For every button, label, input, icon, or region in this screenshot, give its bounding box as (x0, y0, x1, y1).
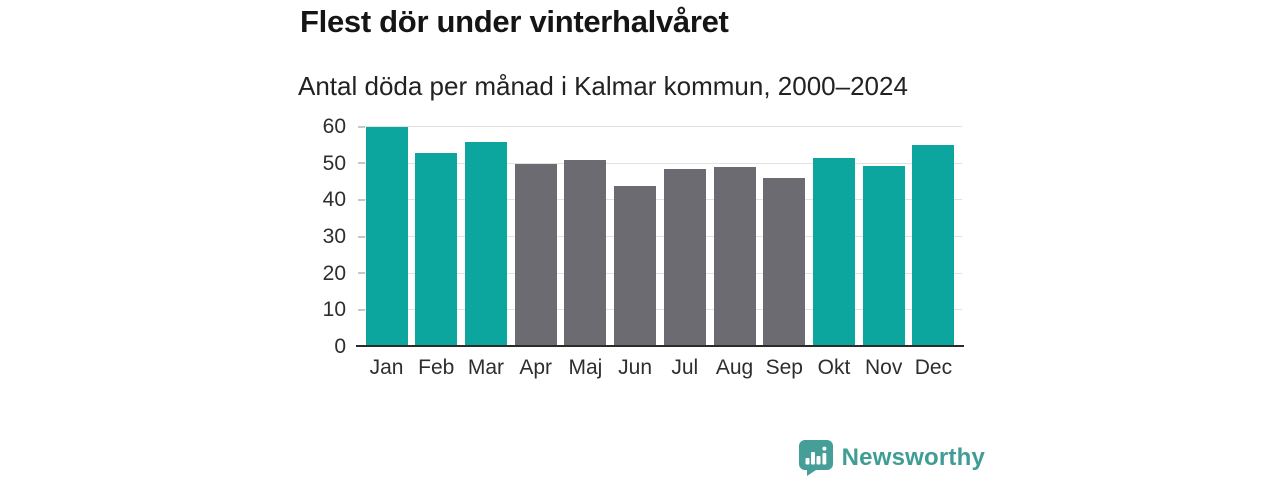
x-label-jul: Jul (671, 356, 699, 379)
bar-sep (763, 178, 806, 347)
y-tick-60 (358, 125, 365, 128)
chart-title: Flest dör under vinterhalvåret (300, 4, 729, 39)
y-tick-40 (358, 198, 365, 201)
x-label-feb: Feb (418, 356, 455, 379)
x-label-sep: Sep (765, 356, 803, 379)
y-tick-label-40: 40 (322, 188, 346, 212)
y-tick-10 (358, 308, 365, 311)
chart-subtitle: Antal döda per månad i Kalmar kommun, 20… (298, 71, 908, 101)
y-tick-label-50: 50 (322, 151, 346, 175)
bar-jun (614, 185, 657, 347)
y-tick-30 (358, 235, 365, 238)
x-label-jun: Jun (618, 356, 653, 379)
x-axis-line (356, 345, 964, 347)
x-label-maj: Maj (568, 356, 603, 379)
bar-mar (464, 141, 507, 347)
y-tick-label-30: 30 (322, 225, 346, 248)
gridline-50 (358, 162, 962, 164)
y-tick-label-0: 0 (334, 335, 346, 358)
y-axis-labels: 0 10 20 30 40 50 60 (284, 115, 346, 358)
gridlines (358, 125, 962, 347)
x-label-nov: Nov (865, 356, 903, 379)
gridline-30 (358, 236, 962, 237)
x-label-jan: Jan (369, 356, 404, 379)
bar-apr (514, 163, 557, 347)
x-label-mar: Mar (467, 356, 505, 379)
x-label-aug: Aug (715, 356, 754, 379)
newsworthy-logo-text: Newsworthy (841, 444, 985, 471)
x-axis-labels: Jan Feb Mar Apr Maj Jun Jul Aug Sep Okt Nov Dec (358, 356, 962, 384)
bar-jul (663, 169, 706, 347)
y-tick-label-20: 20 (322, 261, 346, 285)
x-label-apr: Apr (519, 356, 552, 379)
bar-nov (862, 165, 905, 347)
x-label-dec: Dec (914, 356, 953, 379)
y-tick-label-10: 10 (322, 298, 346, 322)
gridline-10 (358, 309, 962, 311)
bars (358, 127, 962, 347)
y-tick-label-60: 60 (322, 115, 346, 138)
y-tick-50 (358, 162, 365, 165)
gridline-20 (358, 272, 962, 274)
bar-feb (415, 152, 458, 347)
bar-aug (713, 167, 756, 347)
gridline-60 (358, 126, 962, 127)
x-label-okt: Okt (817, 356, 851, 379)
bar-jan (365, 127, 408, 347)
bar-okt (812, 158, 855, 347)
newsworthy-logo: Newsworthy (798, 440, 985, 476)
newsworthy-bubble-chart-icon (798, 440, 833, 476)
gridline-40 (358, 199, 962, 201)
bar-maj (564, 160, 607, 347)
y-tick-20 (358, 272, 365, 275)
bar-dec (912, 145, 955, 347)
